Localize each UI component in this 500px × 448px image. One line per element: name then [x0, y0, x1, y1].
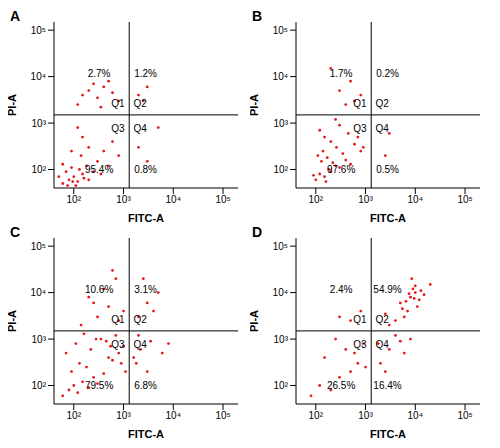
svg-text:0.5%: 0.5%	[376, 164, 399, 175]
svg-text:FITC-A: FITC-A	[370, 428, 406, 440]
html-text:B: B	[252, 8, 263, 24]
svg-text:3.1%: 3.1%	[134, 284, 157, 295]
html-text:D: D	[252, 224, 263, 240]
svg-text:Q3: Q3	[111, 123, 125, 134]
svg-text:Q4: Q4	[133, 339, 147, 350]
svg-text:10³: 10³	[358, 410, 373, 421]
svg-text:10⁵: 10⁵	[215, 194, 230, 205]
svg-text:Q2: Q2	[133, 314, 147, 325]
svg-text:16.4%: 16.4%	[373, 380, 401, 391]
svg-text:Q3: Q3	[111, 339, 125, 350]
svg-text:Q2: Q2	[375, 98, 389, 109]
svg-text:Q3: Q3	[353, 123, 367, 134]
svg-text:10²: 10²	[309, 410, 324, 421]
svg-text:2.4%: 2.4%	[330, 284, 353, 295]
svg-text:10⁵: 10⁵	[215, 410, 230, 421]
svg-text:Q3: Q3	[353, 339, 367, 350]
svg-text:10⁴: 10⁴	[273, 71, 288, 82]
svg-text:10⁵: 10⁵	[457, 410, 472, 421]
svg-text:Q2: Q2	[375, 314, 389, 325]
svg-text:10⁴: 10⁴	[273, 287, 288, 298]
svg-text:FITC-A: FITC-A	[128, 212, 164, 224]
svg-text:Q2: Q2	[133, 98, 147, 109]
svg-text:Q4: Q4	[375, 339, 389, 350]
svg-text:10²: 10²	[67, 410, 82, 421]
svg-text:Q1: Q1	[111, 98, 125, 109]
svg-text:2.7%: 2.7%	[88, 68, 111, 79]
svg-text:10⁵: 10⁵	[457, 194, 472, 205]
svg-text:10⁵: 10⁵	[273, 241, 288, 252]
svg-text:10³: 10³	[274, 118, 289, 129]
svg-text:1.7%: 1.7%	[330, 68, 353, 79]
svg-text:10⁴: 10⁴	[31, 71, 46, 82]
svg-text:PI-A: PI-A	[250, 310, 260, 332]
svg-text:54.9%: 54.9%	[373, 284, 401, 295]
svg-text:95.4%: 95.4%	[85, 164, 113, 175]
svg-text:10³: 10³	[32, 118, 47, 129]
svg-text:79.5%: 79.5%	[85, 380, 113, 391]
svg-text:10³: 10³	[116, 410, 131, 421]
svg-text:6.8%: 6.8%	[134, 380, 157, 391]
svg-text:10³: 10³	[358, 194, 373, 205]
svg-text:10²: 10²	[274, 164, 289, 175]
svg-text:10⁵: 10⁵	[273, 25, 288, 36]
svg-text:10⁴: 10⁴	[166, 194, 181, 205]
svg-text:10⁵: 10⁵	[31, 25, 46, 36]
svg-text:0.2%: 0.2%	[376, 68, 399, 79]
svg-text:10³: 10³	[274, 334, 289, 345]
svg-text:FITC-A: FITC-A	[370, 212, 406, 224]
svg-text:PI-A: PI-A	[8, 310, 18, 332]
svg-text:10²: 10²	[32, 380, 47, 391]
svg-text:FITC-A: FITC-A	[128, 428, 164, 440]
svg-text:Q4: Q4	[133, 123, 147, 134]
svg-text:10.6%: 10.6%	[85, 284, 113, 295]
svg-text:10⁴: 10⁴	[166, 410, 181, 421]
html-text:A: A	[10, 8, 21, 24]
svg-text:10⁴: 10⁴	[408, 194, 423, 205]
svg-text:10³: 10³	[116, 194, 131, 205]
svg-text:10³: 10³	[32, 334, 47, 345]
svg-text:PI-A: PI-A	[8, 94, 18, 116]
svg-text:10²: 10²	[32, 164, 47, 175]
svg-text:1.2%: 1.2%	[134, 68, 157, 79]
svg-text:Q1: Q1	[353, 98, 367, 109]
svg-text:10²: 10²	[67, 194, 82, 205]
svg-text:97.6%: 97.6%	[327, 164, 355, 175]
svg-text:Q1: Q1	[353, 314, 367, 325]
svg-text:Q4: Q4	[375, 123, 389, 134]
svg-text:26.5%: 26.5%	[327, 380, 355, 391]
svg-text:10⁴: 10⁴	[31, 287, 46, 298]
svg-text:Q1: Q1	[111, 314, 125, 325]
html-text:C: C	[10, 224, 21, 240]
svg-text:10²: 10²	[309, 194, 324, 205]
svg-text:10⁴: 10⁴	[408, 410, 423, 421]
svg-text:10⁵: 10⁵	[31, 241, 46, 252]
svg-text:PI-A: PI-A	[250, 94, 260, 116]
svg-text:10²: 10²	[274, 380, 289, 391]
svg-text:0.8%: 0.8%	[134, 164, 157, 175]
